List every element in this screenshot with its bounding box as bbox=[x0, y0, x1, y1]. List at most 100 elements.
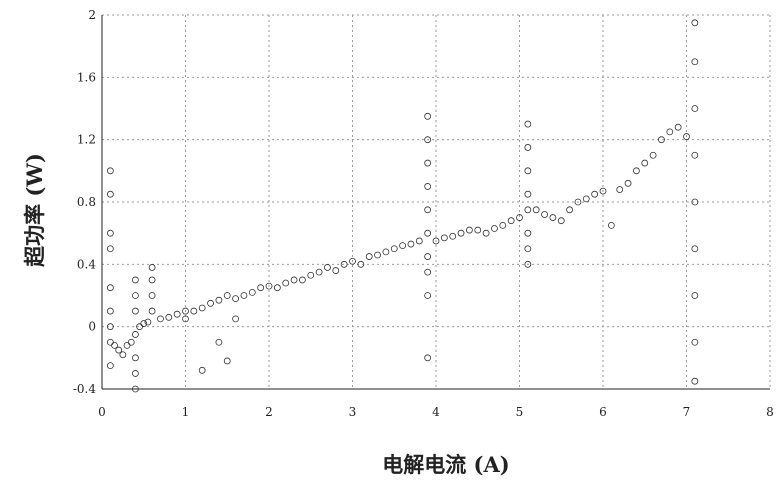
data-point bbox=[148, 264, 156, 271]
y-tick-label: 1.2 bbox=[77, 133, 96, 147]
x-tick-label: 7 bbox=[683, 405, 691, 419]
data-point bbox=[332, 267, 340, 274]
y-tick-label: 1.6 bbox=[77, 70, 96, 84]
data-point bbox=[106, 229, 114, 237]
data-point bbox=[691, 338, 699, 346]
data-point bbox=[607, 221, 615, 229]
data-point bbox=[111, 341, 118, 349]
data-point bbox=[658, 136, 665, 144]
data-point bbox=[616, 186, 624, 193]
x-tick-label: 4 bbox=[432, 405, 440, 419]
data-point bbox=[165, 313, 173, 321]
data-point bbox=[424, 159, 432, 167]
data-point bbox=[315, 268, 323, 276]
data-point bbox=[240, 292, 248, 299]
data-point bbox=[591, 190, 599, 198]
data-point bbox=[173, 310, 181, 318]
data-point bbox=[106, 338, 114, 346]
data-point bbox=[106, 245, 114, 253]
data-point bbox=[415, 237, 423, 245]
data-point bbox=[148, 276, 156, 284]
data-point bbox=[499, 221, 507, 229]
data-point bbox=[407, 240, 415, 248]
data-point bbox=[633, 167, 640, 175]
data-point bbox=[641, 159, 649, 167]
data-point bbox=[223, 292, 231, 299]
data-point bbox=[691, 151, 699, 159]
x-tick-label: 1 bbox=[182, 405, 190, 419]
data-point bbox=[140, 320, 148, 327]
data-point bbox=[599, 187, 607, 195]
data-point bbox=[198, 366, 206, 374]
data-point bbox=[524, 167, 532, 175]
data-point bbox=[119, 351, 127, 359]
data-point bbox=[691, 377, 699, 385]
data-point bbox=[524, 245, 532, 253]
data-point bbox=[524, 206, 532, 214]
x-tick-label: 5 bbox=[516, 405, 524, 419]
data-point bbox=[157, 315, 164, 323]
data-point bbox=[432, 237, 440, 245]
data-point bbox=[273, 284, 281, 292]
data-point bbox=[248, 288, 256, 296]
data-point bbox=[257, 284, 265, 292]
data-point bbox=[190, 307, 198, 315]
data-point bbox=[524, 229, 532, 237]
data-point bbox=[106, 307, 114, 315]
data-point bbox=[424, 136, 432, 144]
data-point bbox=[307, 271, 315, 279]
data-point bbox=[541, 211, 548, 218]
y-axis-title: 超功率 (W) bbox=[22, 153, 47, 267]
data-point bbox=[144, 318, 152, 326]
y-tick-label: 0.4 bbox=[77, 257, 96, 271]
data-point bbox=[340, 260, 348, 268]
data-point bbox=[232, 295, 240, 303]
data-point bbox=[566, 206, 573, 214]
data-point bbox=[474, 226, 482, 234]
data-point bbox=[582, 195, 590, 203]
data-point bbox=[349, 257, 356, 265]
data-point bbox=[524, 120, 532, 128]
x-tick-label: 8 bbox=[766, 405, 774, 419]
data-point bbox=[683, 133, 690, 140]
data-point bbox=[298, 276, 306, 284]
data-point bbox=[449, 232, 457, 240]
data-point bbox=[207, 299, 214, 307]
data-point bbox=[691, 58, 699, 66]
data-point bbox=[691, 292, 699, 299]
data-point bbox=[674, 123, 682, 131]
data-point bbox=[365, 253, 373, 260]
data-point bbox=[424, 183, 432, 190]
data-point bbox=[524, 190, 532, 198]
data-point bbox=[282, 279, 290, 287]
data-point bbox=[131, 276, 139, 284]
data-point bbox=[198, 304, 206, 312]
data-point bbox=[357, 260, 365, 268]
data-point bbox=[424, 268, 432, 276]
y-tick-label: 2 bbox=[88, 8, 96, 22]
data-point bbox=[382, 248, 390, 256]
data-point bbox=[390, 245, 398, 253]
data-point bbox=[691, 19, 699, 27]
data-point bbox=[440, 234, 448, 242]
data-point bbox=[215, 296, 223, 304]
data-point bbox=[666, 128, 674, 136]
data-point bbox=[131, 354, 139, 362]
data-point bbox=[691, 198, 699, 206]
x-tick-label: 2 bbox=[265, 405, 273, 419]
y-tick-label: -0.4 bbox=[73, 382, 97, 396]
x-axis-title: 电解电流 (A) bbox=[382, 452, 509, 477]
data-point bbox=[131, 370, 139, 377]
data-point bbox=[106, 284, 114, 292]
data-point bbox=[491, 225, 498, 232]
y-tick-label: 0.8 bbox=[77, 195, 96, 209]
data-point bbox=[215, 338, 223, 346]
data-point bbox=[223, 357, 231, 365]
y-tick-label: 0 bbox=[88, 320, 96, 334]
x-tick-label: 0 bbox=[98, 405, 106, 419]
data-point bbox=[649, 151, 657, 159]
data-point bbox=[557, 217, 565, 225]
data-point bbox=[549, 214, 557, 221]
data-point bbox=[516, 214, 523, 221]
